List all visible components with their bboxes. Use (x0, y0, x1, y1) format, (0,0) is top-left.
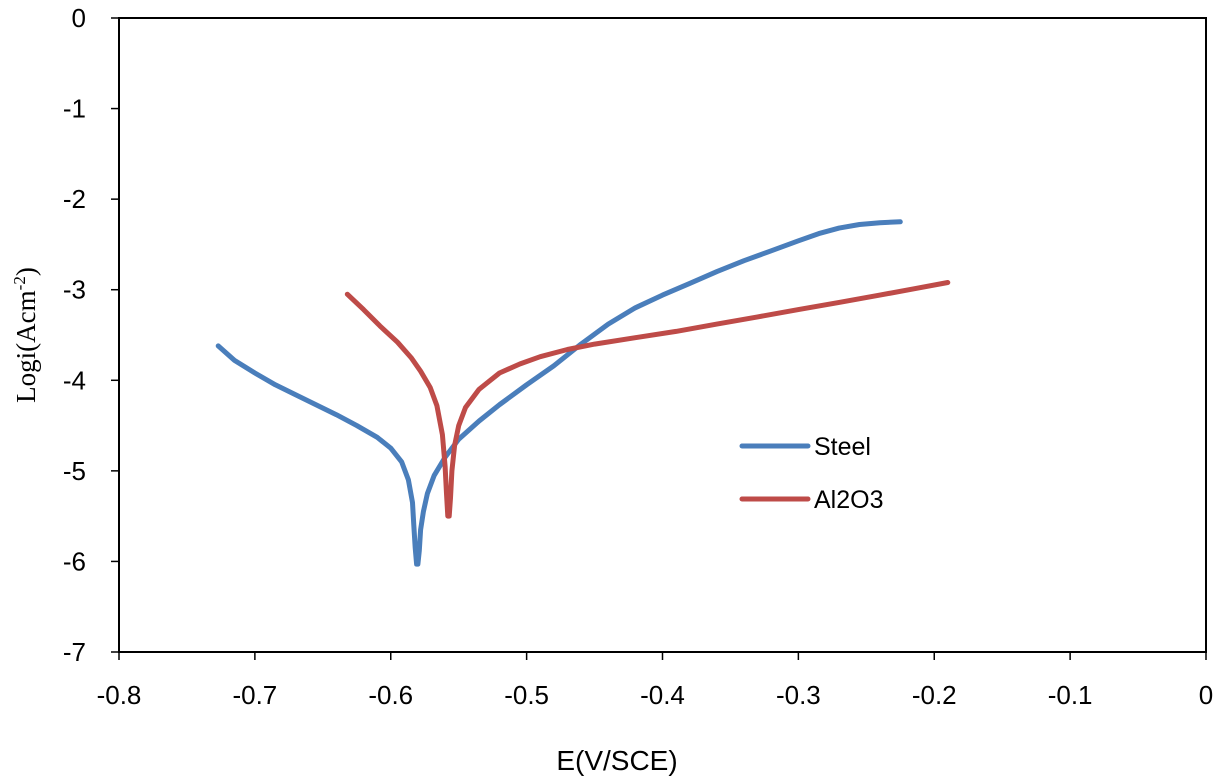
y-axis-label-main: Logi(Acm (11, 290, 41, 402)
series-lines (215, 219, 951, 567)
x-tick-label: -0.2 (912, 680, 957, 710)
x-tick-label: -0.8 (97, 680, 142, 710)
y-tick-label: -3 (63, 275, 86, 305)
y-tick-label: -6 (63, 546, 86, 576)
x-tick-label: -0.4 (640, 680, 685, 710)
x-tick-label: -0.3 (776, 680, 821, 710)
series-line-steel (215, 219, 903, 567)
y-tick-label: -1 (63, 94, 86, 124)
legend-label-steel: Steel (814, 433, 871, 461)
x-tick-label: -0.7 (232, 680, 277, 710)
x-tick-label: -0.1 (1048, 680, 1093, 710)
legend: Steel Al2O3 (739, 433, 883, 514)
y-axis-ticks: 0 -1 -2 -3 -4 -5 -6 -7 (63, 3, 119, 667)
y-axis-label-superscript: -2 (10, 276, 29, 290)
series-line-al2o3 (344, 280, 951, 519)
y-tick-label: -2 (63, 184, 86, 214)
y-axis-label-tail: ) (11, 267, 41, 276)
x-axis-ticks: -0.8 -0.7 -0.6 -0.5 -0.4 -0.3 -0.2 -0.1 0 (97, 652, 1213, 710)
y-tick-label: -7 (63, 637, 86, 667)
x-axis-label: E(V/SCE) (556, 745, 677, 776)
x-tick-label: -0.5 (504, 680, 549, 710)
y-tick-label: -4 (63, 365, 86, 395)
y-tick-label: 0 (72, 3, 86, 33)
x-tick-label: 0 (1199, 680, 1213, 710)
y-axis-label: Logi(Acm-2) (10, 267, 41, 403)
legend-label-al2o3: Al2O3 (814, 486, 883, 514)
y-tick-label: -5 (63, 456, 86, 486)
x-tick-label: -0.6 (368, 680, 413, 710)
